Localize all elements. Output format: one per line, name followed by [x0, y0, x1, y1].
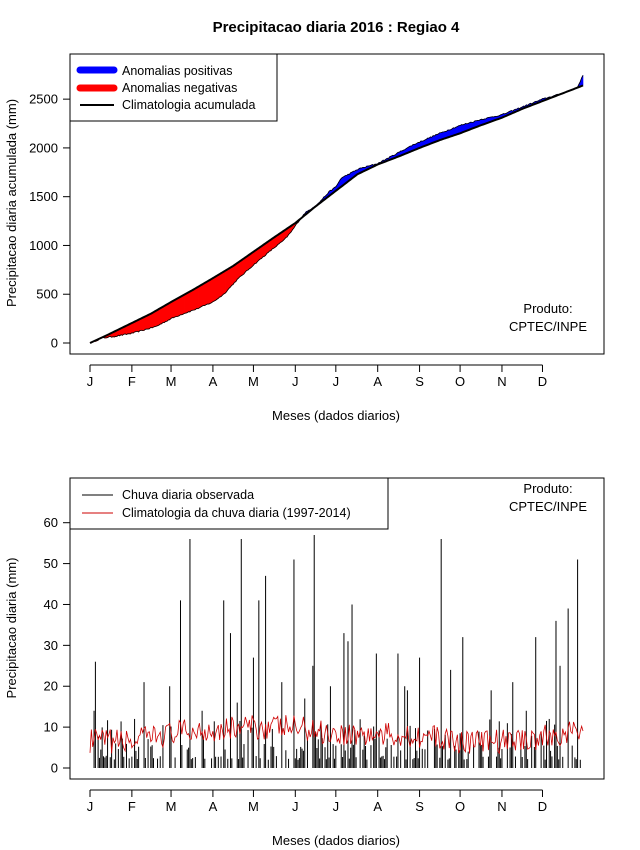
daily-y-label: Precipitacao diaria (mm) [4, 558, 19, 699]
x-tick-label: J [87, 374, 94, 389]
daily-legend-box [69, 477, 389, 530]
y-tick-label: 1500 [29, 189, 58, 204]
legend-label-positive: Anomalias positivas [122, 64, 232, 78]
x-tick-label: J [333, 799, 340, 814]
y-tick-label: 0 [51, 761, 58, 776]
legend-label-climatology: Climatologia acumulada [122, 98, 255, 112]
x-tick-label: O [455, 799, 465, 814]
y-tick-label: 2000 [29, 140, 58, 155]
daily-credit-line-1: Produto: [523, 481, 572, 496]
x-tick-label: D [538, 799, 547, 814]
y-tick-label: 30 [44, 638, 58, 653]
x-tick-label: A [373, 799, 382, 814]
x-tick-label: M [166, 799, 177, 814]
x-tick-label: A [209, 374, 218, 389]
x-tick-label: M [248, 374, 259, 389]
y-tick-label: 20 [44, 679, 58, 694]
x-tick-label: F [128, 374, 136, 389]
daily-legend: Chuva diaria observada Climatologia da c… [69, 477, 389, 530]
x-tick-label: D [538, 374, 547, 389]
cumulative-x-label: Meses (dados diarios) [272, 408, 400, 423]
y-tick-label: 2500 [29, 92, 58, 107]
cumulative-panel: J F M A M J J A S O N D 0 500 1000 1500 2000 2500 Meses … [4, 53, 605, 423]
x-tick-label: S [415, 374, 424, 389]
x-tick-label: F [128, 799, 136, 814]
credit-line-2: CPTEC/INPE [509, 319, 587, 334]
cumulative-y-label: Precipitacao diaria acumulada (mm) [4, 99, 19, 307]
observed-cumulative-line [89, 75, 584, 344]
cumulative-legend: Anomalias positivas Anomalias negativas … [69, 53, 278, 122]
x-tick-label: O [455, 374, 465, 389]
y-tick-label: 50 [44, 556, 58, 571]
daily-y-axis: 0 10 20 30 40 50 60 [44, 515, 71, 776]
daily-credit-line-2: CPTEC/INPE [509, 499, 587, 514]
x-tick-label: J [292, 799, 299, 814]
y-tick-label: 40 [44, 597, 58, 612]
legend-label-observed: Chuva diaria observada [122, 488, 254, 502]
x-tick-label: S [415, 799, 424, 814]
daily-climatology-line [89, 715, 584, 755]
y-tick-label: 60 [44, 515, 58, 530]
y-tick-label: 0 [51, 336, 58, 351]
y-tick-label: 500 [36, 287, 58, 302]
x-tick-label: A [373, 374, 382, 389]
credit-line-1: Produto: [523, 301, 572, 316]
daily-panel: J F M A M J J A S O N D 0 10 20 30 40 50 60 Meses (dados … [4, 477, 605, 848]
climatology-cumulative-line [89, 84, 584, 344]
x-tick-label: J [292, 374, 299, 389]
legend-label-daily-climatology: Climatologia da chuva diaria (1997-2014) [122, 506, 351, 520]
x-tick-label: A [209, 799, 218, 814]
chart-title: Precipitacao diaria 2016 : Regiao 4 [213, 19, 460, 36]
daily-rain-bars [93, 534, 581, 768]
negative-anomaly-area [89, 87, 577, 344]
x-tick-label: N [497, 799, 506, 814]
x-tick-label: J [87, 799, 94, 814]
x-tick-label: N [497, 374, 506, 389]
cumulative-y-axis: 0 500 1000 1500 2000 2500 [29, 92, 71, 351]
x-tick-label: M [248, 799, 259, 814]
y-tick-label: 1000 [29, 238, 58, 253]
x-tick-label: J [333, 374, 340, 389]
legend-label-negative: Anomalias negativas [122, 81, 237, 95]
x-tick-label: M [166, 374, 177, 389]
daily-x-label: Meses (dados diarios) [272, 833, 400, 848]
y-tick-label: 10 [44, 720, 58, 735]
